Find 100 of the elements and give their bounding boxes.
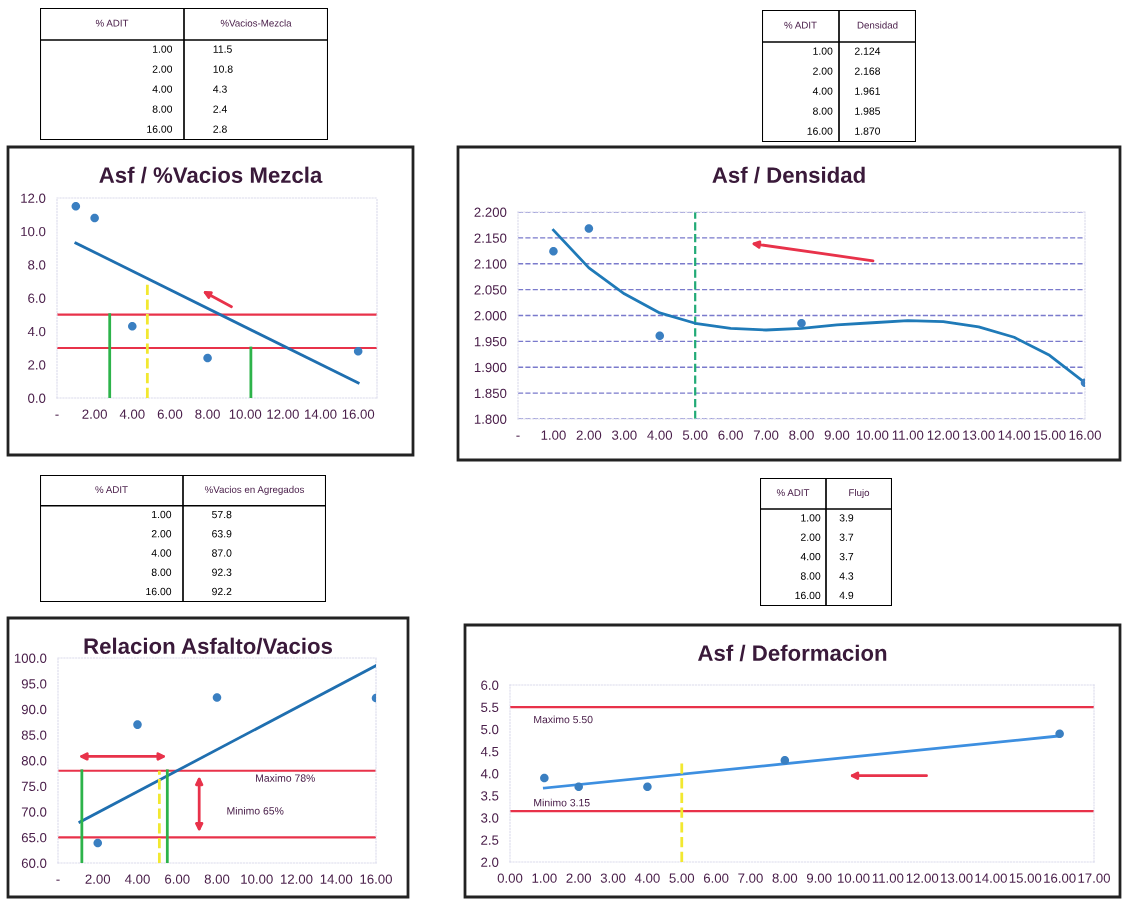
y-tick-label: 95.0 <box>21 679 47 689</box>
text: 11.5 <box>213 45 232 53</box>
y-tick-label: 6.0 <box>28 293 46 303</box>
y-tick-label: 4.5 <box>480 747 499 757</box>
text: Flujo <box>849 488 870 499</box>
x-tick-label: 0.00 <box>497 873 523 883</box>
y-tick-label: 70.0 <box>21 807 47 817</box>
text: %Vacios-Mezcla <box>220 19 292 27</box>
x-tick-label: 16.00 <box>1069 430 1101 440</box>
x-tick-label: 6.00 <box>703 873 729 883</box>
category-label: 8.00 <box>800 572 821 580</box>
x-tick-label: 9.00 <box>824 430 850 440</box>
x-tick-label: 4.00 <box>124 874 150 884</box>
category-label: 4.00 <box>800 552 821 561</box>
x-tick-label: 14.00 <box>305 409 337 419</box>
ref-line-label: Maximo 5.50 <box>534 715 593 724</box>
x-tick-label: 2.00 <box>566 873 592 883</box>
category-label: 1.00 <box>153 45 173 53</box>
x-tick-label: 17.00 <box>1078 873 1110 883</box>
x-tick-label: 7.00 <box>738 873 763 883</box>
category-label: 2.00 <box>813 67 833 75</box>
text: 87.0 <box>212 549 232 557</box>
x-tick-label: 13.00 <box>941 873 973 883</box>
text: % ADIT <box>776 489 810 497</box>
x-tick-label: 13.00 <box>963 430 995 440</box>
x-tick-label: 5.00 <box>682 430 708 440</box>
point <box>643 782 652 792</box>
text: 63.9 <box>212 530 232 538</box>
y-tick-label: 2.0 <box>28 360 46 370</box>
y-tick-label: 1.950 <box>474 336 507 347</box>
category-label: 4.00 <box>152 85 173 93</box>
x-tick-label: 10.00 <box>838 873 870 883</box>
x-tick-label: 3.00 <box>611 430 637 440</box>
text: 4.3 <box>839 572 854 580</box>
point <box>212 693 222 702</box>
point <box>797 318 806 328</box>
x-tick-label: - <box>55 414 59 416</box>
point <box>133 720 142 729</box>
x-tick-label: 4.00 <box>647 430 673 440</box>
category-label: 16.00 <box>147 125 173 133</box>
x-tick-label: 11.00 <box>872 873 904 883</box>
text: 3.9 <box>839 514 854 522</box>
y-tick-label: 2.200 <box>474 207 507 217</box>
text: 4.3 <box>213 85 227 93</box>
y-tick-label: 80.0 <box>21 756 47 766</box>
y-tick-label: 90.0 <box>21 704 47 715</box>
text: 92.2 <box>212 587 232 596</box>
text: % ADIT <box>95 19 129 27</box>
x-tick-label: - <box>516 435 520 437</box>
text: % ADIT <box>784 21 817 29</box>
chart-title: Asf / %Vacios Mezcla <box>99 166 323 184</box>
x-tick-label: 4.00 <box>634 873 660 883</box>
category-label: 16.00 <box>795 591 821 600</box>
y-tick-label: 12.0 <box>21 193 46 203</box>
y-tick-label: 2.5 <box>481 835 499 845</box>
y-tick-label: 2.100 <box>474 259 507 269</box>
x-tick-label: - <box>56 879 60 881</box>
category-label: 2.00 <box>152 65 173 73</box>
y-tick-label: 8.0 <box>28 260 46 270</box>
y-tick-label: 5.0 <box>481 724 499 735</box>
text: 1.961 <box>855 87 880 95</box>
x-tick-label: 10.00 <box>241 874 273 884</box>
x-tick-label: 5.00 <box>669 873 695 883</box>
x-tick-label: 12.00 <box>281 874 313 884</box>
x-tick-label: 6.00 <box>718 430 743 440</box>
x-tick-label: 1.00 <box>532 873 557 883</box>
y-tick-label: 65.0 <box>21 832 47 843</box>
y-tick-label: 2.150 <box>474 233 507 243</box>
category-label: 4.00 <box>151 549 172 557</box>
point <box>574 782 583 792</box>
point <box>71 202 81 211</box>
category-label: 4.00 <box>812 87 833 95</box>
y-tick-label: 0.0 <box>28 393 46 403</box>
category-label: 1.00 <box>813 47 833 55</box>
y-tick-label: 4.0 <box>27 326 46 337</box>
point <box>90 213 99 223</box>
category-label: 1.00 <box>801 514 821 522</box>
point <box>655 331 665 340</box>
point <box>203 353 212 363</box>
category-label: 1.00 <box>152 510 172 519</box>
point <box>549 247 558 256</box>
y-tick-label: 6.0 <box>481 680 499 690</box>
text: Densidad <box>857 21 898 29</box>
category-label: 8.00 <box>813 107 833 115</box>
y-tick-label: 10.0 <box>21 226 46 237</box>
point <box>540 773 549 783</box>
y-tick-label: 85.0 <box>21 730 47 740</box>
point <box>93 838 103 848</box>
x-tick-label: 3.00 <box>600 873 626 883</box>
point <box>780 755 790 765</box>
text: 1.870 <box>855 127 881 135</box>
y-tick-label: 3.0 <box>481 813 499 823</box>
category-label: 16.00 <box>807 127 833 135</box>
ref-line-label: Minimo 3.15 <box>534 798 590 807</box>
text: 2.8 <box>213 125 227 133</box>
x-tick-label: 10.00 <box>229 409 262 419</box>
x-tick-label: 2.00 <box>82 409 107 419</box>
x-tick-label: 10.00 <box>856 430 889 440</box>
text: 92.3 <box>212 568 232 576</box>
category-label: 2.00 <box>151 530 172 538</box>
